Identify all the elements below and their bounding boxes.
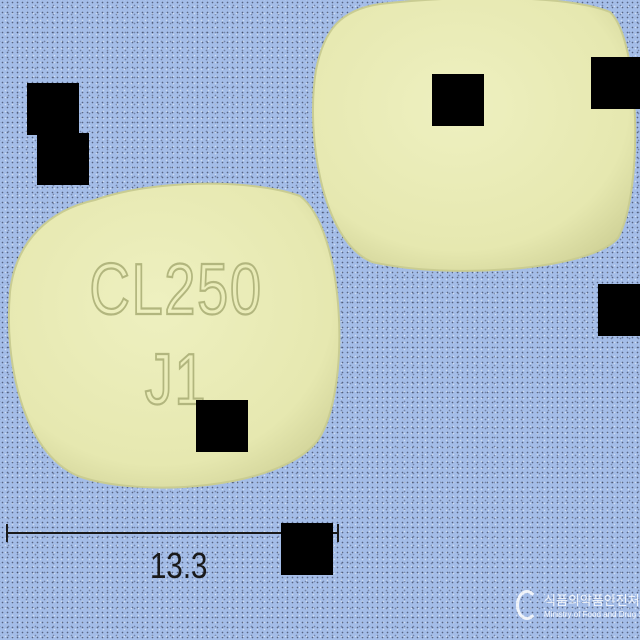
scale-bar-label: 13.3 (150, 545, 208, 586)
imprint-line1: CL250 (89, 249, 262, 329)
occluder-1 (27, 83, 79, 135)
agency-seal-icon (516, 590, 538, 620)
occluder-7 (281, 523, 333, 575)
front-pill (7, 182, 341, 489)
occluder-4 (591, 57, 640, 109)
agency-watermark: 식품의약품안전처 Ministry of Food and Drug Safet… (516, 588, 640, 634)
watermark-english-text: Ministry of Food and Drug Safety (544, 610, 640, 619)
back-pill (311, 0, 637, 272)
occluder-3 (432, 74, 484, 126)
occluder-2 (37, 133, 89, 185)
occluder-5 (598, 284, 640, 336)
watermark-korean-text: 식품의약품안전처 (544, 593, 640, 608)
occluder-6 (196, 400, 248, 452)
